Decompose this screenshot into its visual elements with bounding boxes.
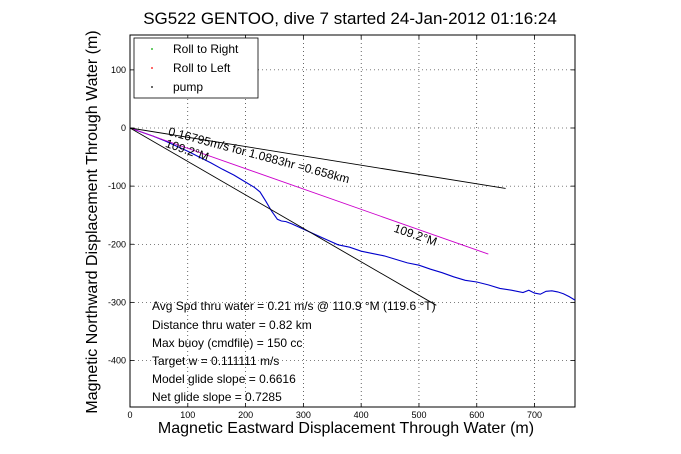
- heading-line-2: [129, 127, 506, 189]
- x-tick-label: 500: [411, 410, 426, 420]
- legend-marker-pump: [151, 86, 153, 88]
- y-tick-label: -300: [108, 297, 126, 307]
- y-tick-label: 0: [121, 123, 126, 133]
- stat-distance: Distance thru water = 0.82 km: [152, 318, 312, 332]
- legend-marker-roll-right: [151, 48, 153, 50]
- y-tick-label: -100: [108, 181, 126, 191]
- stat-net-glide-slope: Net glide slope = 0.7285: [152, 390, 282, 404]
- x-tick-label: 100: [180, 410, 195, 420]
- x-tick-label: 700: [527, 410, 542, 420]
- stat-avg-speed: Avg Spd thru water = 0.21 m/s @ 110.9 °M…: [152, 299, 436, 313]
- glider-track-line: [129, 127, 576, 301]
- legend-label-roll-left: Roll to Left: [173, 61, 231, 75]
- legend: Roll to Right Roll to Left pump: [133, 37, 259, 99]
- heading-line-3: [129, 127, 437, 306]
- x-tick-label: 300: [296, 410, 311, 420]
- stat-model-glide-slope: Model glide slope = 0.6616: [152, 372, 296, 386]
- legend-label-roll-right: Roll to Right: [173, 42, 239, 56]
- axis-ticks: 0 100 200 300 400 500 600 700 100 0 -100 -200 -300 -4…: [108, 35, 575, 420]
- stat-target-w: Target w = 0.111111 m/s: [152, 354, 279, 368]
- legend-box: [133, 37, 259, 99]
- x-tick-label: 600: [469, 410, 484, 420]
- x-tick-label: 200: [238, 410, 253, 420]
- heading-line-1: [129, 127, 489, 255]
- y-tick-label: -200: [108, 239, 126, 249]
- legend-marker-roll-left: [151, 67, 153, 69]
- x-tick-label: 0: [127, 410, 132, 420]
- series-layer: [129, 127, 576, 306]
- stats-block: Avg Spd thru water = 0.21 m/s @ 110.9 °M…: [152, 299, 436, 404]
- y-axis-label: Magnetic Northward Displacement Through …: [84, 30, 101, 413]
- legend-label-pump: pump: [173, 80, 203, 94]
- chart-title: SG522 GENTOO, dive 7 started 24-Jan-2012…: [143, 9, 557, 28]
- y-tick-label: 100: [111, 65, 126, 75]
- stat-max-buoy: Max buoy (cmdfile) = 150 cc: [152, 336, 302, 350]
- x-axis-label: Magnetic Eastward Displacement Through W…: [158, 420, 534, 437]
- x-tick-label: 400: [354, 410, 369, 420]
- y-tick-label: -400: [108, 356, 126, 366]
